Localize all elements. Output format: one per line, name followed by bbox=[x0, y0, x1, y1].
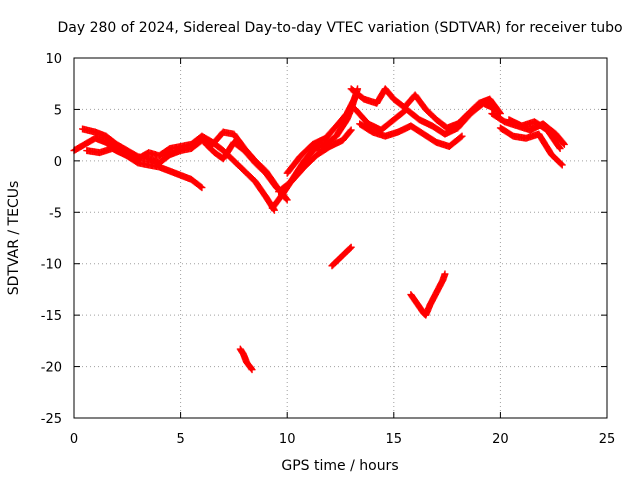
series-track-2 bbox=[79, 125, 291, 204]
data-marks bbox=[70, 85, 568, 374]
x-tick-label: 5 bbox=[176, 432, 184, 447]
plot-frame bbox=[73, 57, 608, 419]
x-axis-label: GPS time / hours bbox=[281, 458, 398, 474]
x-tick-label: 25 bbox=[599, 432, 616, 447]
y-tick-label: -25 bbox=[41, 412, 62, 427]
data-point-marker bbox=[347, 243, 355, 251]
x-axis-ticks: 0 5 10 15 20 25 bbox=[70, 58, 615, 447]
x-tick-label: 20 bbox=[492, 432, 509, 447]
series-segment-c bbox=[407, 270, 449, 319]
series-segment-b bbox=[328, 243, 355, 270]
data-point-marker bbox=[492, 105, 500, 113]
y-tick-label: 10 bbox=[45, 52, 62, 67]
data-point-marker bbox=[560, 139, 568, 147]
x-tick-label: 15 bbox=[386, 432, 403, 447]
data-point-marker bbox=[558, 161, 566, 169]
data-point-marker bbox=[560, 140, 568, 148]
data-point-marker bbox=[197, 183, 205, 191]
data-point-marker bbox=[556, 145, 564, 153]
data-point-marker bbox=[282, 195, 290, 203]
x-tick-label: 10 bbox=[279, 432, 296, 447]
data-point-marker bbox=[457, 133, 465, 141]
data-point-marker bbox=[441, 270, 449, 278]
series-track-7 bbox=[283, 93, 359, 177]
series-track-13 bbox=[505, 116, 564, 153]
data-point-marker bbox=[346, 127, 354, 135]
series-track-10 bbox=[356, 120, 466, 150]
y-tick-label: -5 bbox=[49, 206, 62, 221]
y-tick-label: -10 bbox=[41, 258, 62, 273]
data-point-marker bbox=[248, 366, 256, 374]
series-segment-a bbox=[236, 345, 256, 374]
data-point-marker bbox=[555, 143, 563, 151]
chart-title: Day 280 of 2024, Sidereal Day-to-day VTE… bbox=[57, 20, 622, 36]
series-track-9 bbox=[351, 99, 500, 138]
y-tick-label: 0 bbox=[54, 155, 62, 170]
y-axis-ticks: -25 -20 -15 -10 -5 0 5 10 bbox=[41, 52, 607, 427]
data-point-marker bbox=[198, 184, 206, 192]
data-point-marker bbox=[557, 160, 565, 168]
x-tick-label: 0 bbox=[70, 432, 78, 447]
series-track-6 bbox=[275, 126, 355, 196]
series-track-12 bbox=[496, 124, 566, 169]
y-tick-label: -15 bbox=[41, 309, 62, 324]
data-point-marker bbox=[247, 365, 255, 373]
y-tick-label: 5 bbox=[54, 103, 62, 118]
data-point-marker bbox=[283, 196, 291, 204]
y-axis-label: SDTVAR / TECUs bbox=[6, 181, 22, 296]
series-track-3 bbox=[83, 145, 206, 192]
data-point-marker bbox=[458, 132, 466, 140]
series-track-4 bbox=[202, 138, 287, 198]
data-point-marker bbox=[347, 126, 355, 134]
y-tick-label: -20 bbox=[41, 361, 62, 376]
